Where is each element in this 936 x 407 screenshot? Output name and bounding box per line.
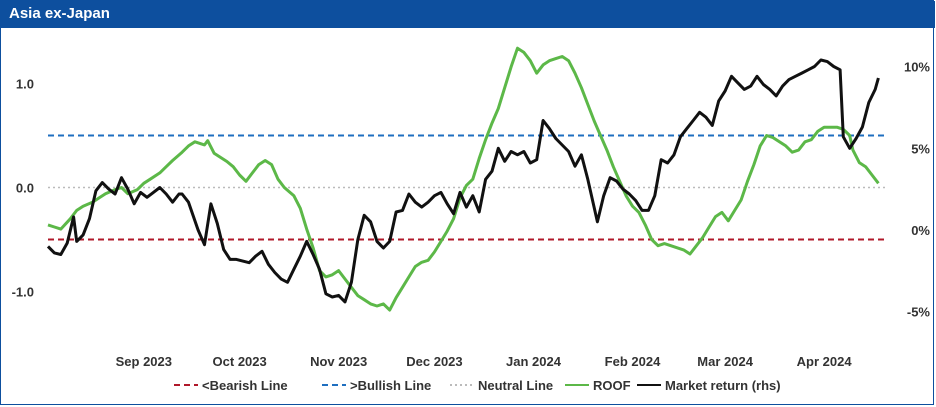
left-tick-label: 0.0 (16, 181, 34, 196)
legend: <Bearish Line >Bullish Line Neutral Line RO… (174, 378, 781, 393)
series-line-0 (47, 46, 880, 312)
x-tick-label: Dec 2023 (406, 354, 462, 369)
legend-label: ROOF (593, 378, 631, 393)
right-tick-label: 10% (904, 60, 930, 75)
right-tick-label: 5% (911, 141, 930, 156)
right-tick-label: -5% (907, 305, 931, 320)
reference-lines (48, 134, 888, 241)
x-axis-ticks: Sep 2023 Oct 2023 Nov 2023 Dec 2023 Jan 2024… (116, 354, 853, 369)
x-tick-label: Nov 2023 (310, 354, 367, 369)
x-tick-label: Feb 2024 (605, 354, 661, 369)
series-line-1 (46, 58, 880, 304)
legend-label: Market return (rhs) (665, 378, 781, 393)
right-axis-ticks: 10% 5% 0% -5% (904, 60, 930, 320)
legend-label: Neutral Line (478, 378, 553, 393)
legend-entry: >Bullish Line (322, 378, 431, 393)
x-tick-label: Jan 2024 (506, 354, 562, 369)
left-tick-label: -1.0 (12, 284, 34, 299)
left-tick-label: 1.0 (16, 77, 34, 92)
panel-title-bar: Asia ex-Japan (1, 1, 935, 28)
legend-entry: <Bearish Line (174, 378, 288, 393)
legend-entry: Neutral Line (450, 378, 553, 393)
x-tick-label: Apr 2024 (797, 354, 853, 369)
left-axis-ticks: 1.0 0.0 -1.0 (12, 77, 34, 300)
x-tick-label: Sep 2023 (116, 354, 172, 369)
legend-entry: Market return (rhs) (637, 378, 781, 393)
legend-label: <Bearish Line (202, 378, 288, 393)
x-tick-label: Mar 2024 (697, 354, 753, 369)
panel-title: Asia ex-Japan (9, 5, 110, 22)
x-tick-label: Oct 2023 (213, 354, 267, 369)
right-tick-label: 0% (911, 223, 930, 238)
legend-label: >Bullish Line (350, 378, 431, 393)
legend-entry: ROOF (565, 378, 631, 393)
series-layer (46, 46, 880, 312)
